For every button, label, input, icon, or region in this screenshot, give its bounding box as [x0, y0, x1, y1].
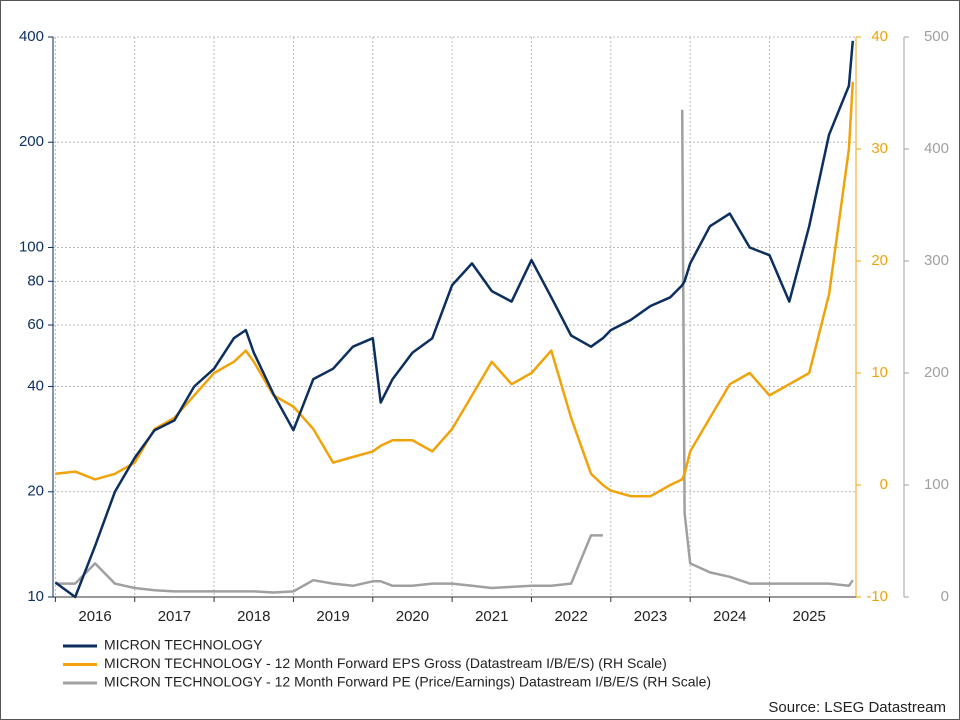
y-tick-label: 400: [19, 28, 44, 45]
y-tick-label: 40: [27, 378, 44, 395]
x-tick-label: 2021: [475, 608, 508, 625]
y-tick-label: 80: [27, 272, 44, 289]
x-tick-label: 2024: [713, 608, 746, 625]
series-line: [55, 534, 603, 594]
x-tick-label: 2020: [396, 608, 429, 625]
series-line: [55, 81, 855, 498]
y-tick-label: 20: [27, 483, 44, 500]
x-tick-label: 2018: [237, 608, 270, 625]
x-tick-label: 2023: [634, 608, 667, 625]
source-note: Source: LSEG Datastream: [768, 699, 946, 716]
y-tick-label: 60: [27, 316, 44, 333]
x-tick-label: 2016: [78, 608, 111, 625]
x-tick-label: 2022: [554, 608, 587, 625]
series-line: [54, 40, 855, 599]
x-tick-label: 2025: [792, 608, 825, 625]
y3-tick-label: 200: [924, 364, 949, 381]
y3-tick-label: 0: [941, 588, 949, 605]
y2-tick-label: 20: [871, 252, 888, 269]
legend-label: MICRON TECHNOLOGY - 12 Month Forward PE …: [104, 674, 711, 690]
y-tick-label: 200: [19, 133, 44, 150]
legend: MICRON TECHNOLOGY MICRON TECHNOLOGY - 12 …: [63, 637, 711, 690]
legend-label: MICRON TECHNOLOGY: [104, 637, 263, 653]
axes: 2016 2017 2018 2019 2020 2021 2022 2023 2024 2025…: [19, 28, 949, 625]
series-line: [680, 109, 854, 588]
y2-tick-label: 0: [880, 476, 888, 493]
y2-tick-label: 30: [871, 140, 888, 157]
y2-tick-label: 10: [871, 364, 888, 381]
x-tick-label: 2019: [316, 608, 349, 625]
plot: [54, 40, 855, 599]
y-tick-label: 100: [19, 238, 44, 255]
grid: [53, 36, 856, 598]
y2-tick-label: 40: [871, 28, 888, 45]
y3-tick-label: 500: [924, 28, 949, 45]
x-tick-label: 2017: [158, 608, 191, 625]
y3-tick-label: 300: [924, 252, 949, 269]
y-tick-label: 10: [27, 588, 44, 605]
legend-label: MICRON TECHNOLOGY - 12 Month Forward EPS…: [104, 655, 667, 671]
y3-tick-label: 400: [924, 140, 949, 157]
y3-tick-label: 100: [924, 476, 949, 493]
y2-tick-label: -10: [866, 588, 888, 605]
